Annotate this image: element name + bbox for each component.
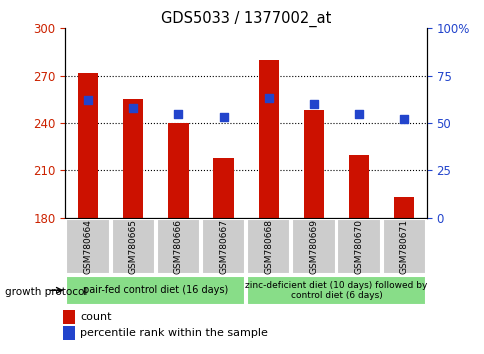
Point — [399, 116, 407, 122]
Bar — [201, 219, 245, 274]
Text: GSM780669: GSM780669 — [309, 219, 318, 274]
Text: GSM780665: GSM780665 — [128, 219, 137, 274]
Point — [354, 111, 362, 116]
Text: zinc-deficient diet (10 days) followed by
control diet (6 days): zinc-deficient diet (10 days) followed b… — [245, 281, 427, 300]
Point — [84, 97, 92, 103]
Bar — [348, 155, 368, 218]
Text: GSM780670: GSM780670 — [354, 219, 363, 274]
Bar — [258, 60, 278, 218]
Point — [264, 96, 272, 101]
Text: GSM780668: GSM780668 — [264, 219, 272, 274]
Text: GSM780671: GSM780671 — [399, 219, 408, 274]
Point — [219, 114, 227, 120]
Bar — [78, 73, 98, 218]
Bar — [156, 219, 200, 274]
Point — [309, 101, 317, 107]
Bar — [303, 110, 323, 218]
Text: GSM780666: GSM780666 — [174, 219, 182, 274]
Bar — [66, 219, 109, 274]
Bar — [246, 276, 425, 305]
Text: percentile rank within the sample: percentile rank within the sample — [80, 328, 267, 338]
Point — [174, 111, 182, 116]
Text: growth protocol: growth protocol — [5, 287, 87, 297]
Title: GDS5033 / 1377002_at: GDS5033 / 1377002_at — [161, 11, 331, 27]
Bar — [213, 158, 233, 218]
Text: GSM780664: GSM780664 — [83, 219, 92, 274]
Bar — [123, 99, 143, 218]
Bar — [291, 219, 335, 274]
Point — [129, 105, 137, 111]
Bar — [337, 219, 380, 274]
Bar — [111, 219, 154, 274]
Bar — [66, 276, 245, 305]
Bar — [382, 219, 425, 274]
Bar — [393, 197, 413, 218]
Text: pair-fed control diet (16 days): pair-fed control diet (16 days) — [83, 285, 228, 295]
Bar — [168, 123, 188, 218]
Bar — [246, 219, 290, 274]
Text: count: count — [80, 312, 111, 322]
Text: GSM780667: GSM780667 — [219, 219, 227, 274]
